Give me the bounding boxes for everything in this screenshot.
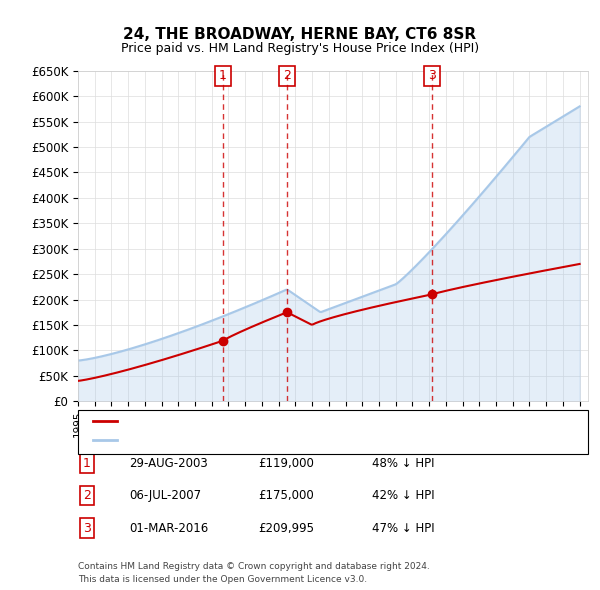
Text: 2: 2 — [83, 489, 91, 502]
Text: 29-AUG-2003: 29-AUG-2003 — [129, 457, 208, 470]
Text: 24, THE BROADWAY, HERNE BAY, CT6 8SR: 24, THE BROADWAY, HERNE BAY, CT6 8SR — [124, 27, 476, 41]
Text: 01-MAR-2016: 01-MAR-2016 — [129, 522, 208, 535]
Text: 48% ↓ HPI: 48% ↓ HPI — [372, 457, 434, 470]
Text: This data is licensed under the Open Government Licence v3.0.: This data is licensed under the Open Gov… — [78, 575, 367, 584]
Text: 24, THE BROADWAY, HERNE BAY, CT6 8SR (detached house): 24, THE BROADWAY, HERNE BAY, CT6 8SR (de… — [123, 416, 437, 425]
Text: 2: 2 — [283, 70, 291, 83]
Text: Price paid vs. HM Land Registry's House Price Index (HPI): Price paid vs. HM Land Registry's House … — [121, 42, 479, 55]
Text: 1: 1 — [219, 70, 227, 83]
Text: 3: 3 — [428, 70, 436, 83]
Text: 1: 1 — [83, 457, 91, 470]
Text: 3: 3 — [83, 522, 91, 535]
Text: £175,000: £175,000 — [258, 489, 314, 502]
Text: 42% ↓ HPI: 42% ↓ HPI — [372, 489, 434, 502]
Text: 06-JUL-2007: 06-JUL-2007 — [129, 489, 201, 502]
Text: 47% ↓ HPI: 47% ↓ HPI — [372, 522, 434, 535]
Text: HPI: Average price, detached house, Canterbury: HPI: Average price, detached house, Cant… — [123, 435, 375, 444]
Text: Contains HM Land Registry data © Crown copyright and database right 2024.: Contains HM Land Registry data © Crown c… — [78, 562, 430, 571]
Text: £209,995: £209,995 — [258, 522, 314, 535]
Text: £119,000: £119,000 — [258, 457, 314, 470]
